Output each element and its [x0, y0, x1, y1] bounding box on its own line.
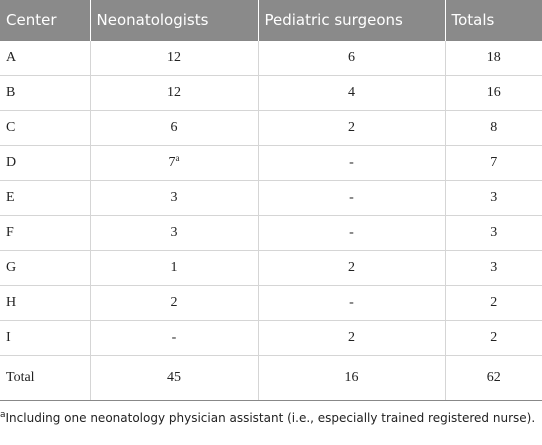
table-cell: 18: [444, 40, 542, 76]
footnote: aIncluding one neonatology physician ass…: [0, 409, 542, 427]
table-cell: 45: [89, 355, 258, 401]
table-row: A 12 6 18: [0, 40, 542, 76]
table-cell: 6: [89, 110, 258, 146]
footnote-text: Including one neonatology physician assi…: [5, 411, 536, 425]
table-cell: 2: [257, 320, 445, 356]
header-cell: Center: [0, 0, 90, 41]
cell-text: 7: [168, 155, 176, 170]
footnote-marker: a: [0, 410, 6, 420]
table-cell: 2: [444, 285, 542, 321]
table-cell: 2: [257, 250, 445, 286]
table-cell: 62: [444, 355, 542, 401]
cell-note-marker: a: [175, 153, 180, 163]
table-cell: -: [257, 180, 445, 216]
table-cell: 4: [257, 75, 445, 111]
table-cell: 3: [444, 215, 542, 251]
table-cell: 1: [89, 250, 258, 286]
table-row: B 12 4 16: [0, 75, 542, 111]
table-cell: 2: [89, 285, 258, 321]
header-row: Center Neonatologists Pediatric surgeons To…: [0, 0, 542, 41]
table-cell: 7: [444, 145, 542, 181]
table-cell: 3: [444, 250, 542, 286]
table-cell: B: [0, 75, 90, 111]
table-body: A 12 6 18 B 12 4 16 C 6 2 8 D 7a -7 E 3-3 F 3-3 G 1 2 3 H 2-2 I -2…: [0, 40, 542, 401]
table-cell: Total: [0, 355, 90, 401]
table-cell: F: [0, 215, 90, 251]
table-cell: I: [0, 320, 90, 356]
table-cell: -: [257, 285, 445, 321]
data-table: Center Neonatologists Pediatric surgeons To…: [0, 0, 542, 401]
table-cell: A: [0, 40, 90, 76]
table-cell: 8: [444, 110, 542, 146]
table-cell: 3: [444, 180, 542, 216]
table-row: Total 45 16 62: [0, 355, 542, 401]
table-cell: E: [0, 180, 90, 216]
table-row: D 7a -7: [0, 145, 542, 181]
header-cell: Totals: [444, 0, 542, 41]
table-cell: 2: [444, 320, 542, 356]
header-cell: Neonatologists: [89, 0, 258, 41]
table-cell: 6: [257, 40, 445, 76]
header-cell: Pediatric surgeons: [257, 0, 445, 41]
table-head: Center Neonatologists Pediatric surgeons To…: [0, 0, 542, 41]
table-cell: 2: [257, 110, 445, 146]
table-cell: C: [0, 110, 90, 146]
table-cell: 7a: [89, 145, 258, 181]
table-cell: 3: [89, 180, 258, 216]
table-cell: 12: [89, 75, 258, 111]
table-cell: -: [257, 215, 445, 251]
table-cell: 3: [89, 215, 258, 251]
table-cell: G: [0, 250, 90, 286]
table-cell: -: [257, 145, 445, 181]
table-cell: D: [0, 145, 90, 181]
table-cell: -: [89, 320, 258, 356]
table-cell: 12: [89, 40, 258, 76]
table-cell: 16: [444, 75, 542, 111]
table-cell: 16: [257, 355, 445, 401]
table-cell: H: [0, 285, 90, 321]
